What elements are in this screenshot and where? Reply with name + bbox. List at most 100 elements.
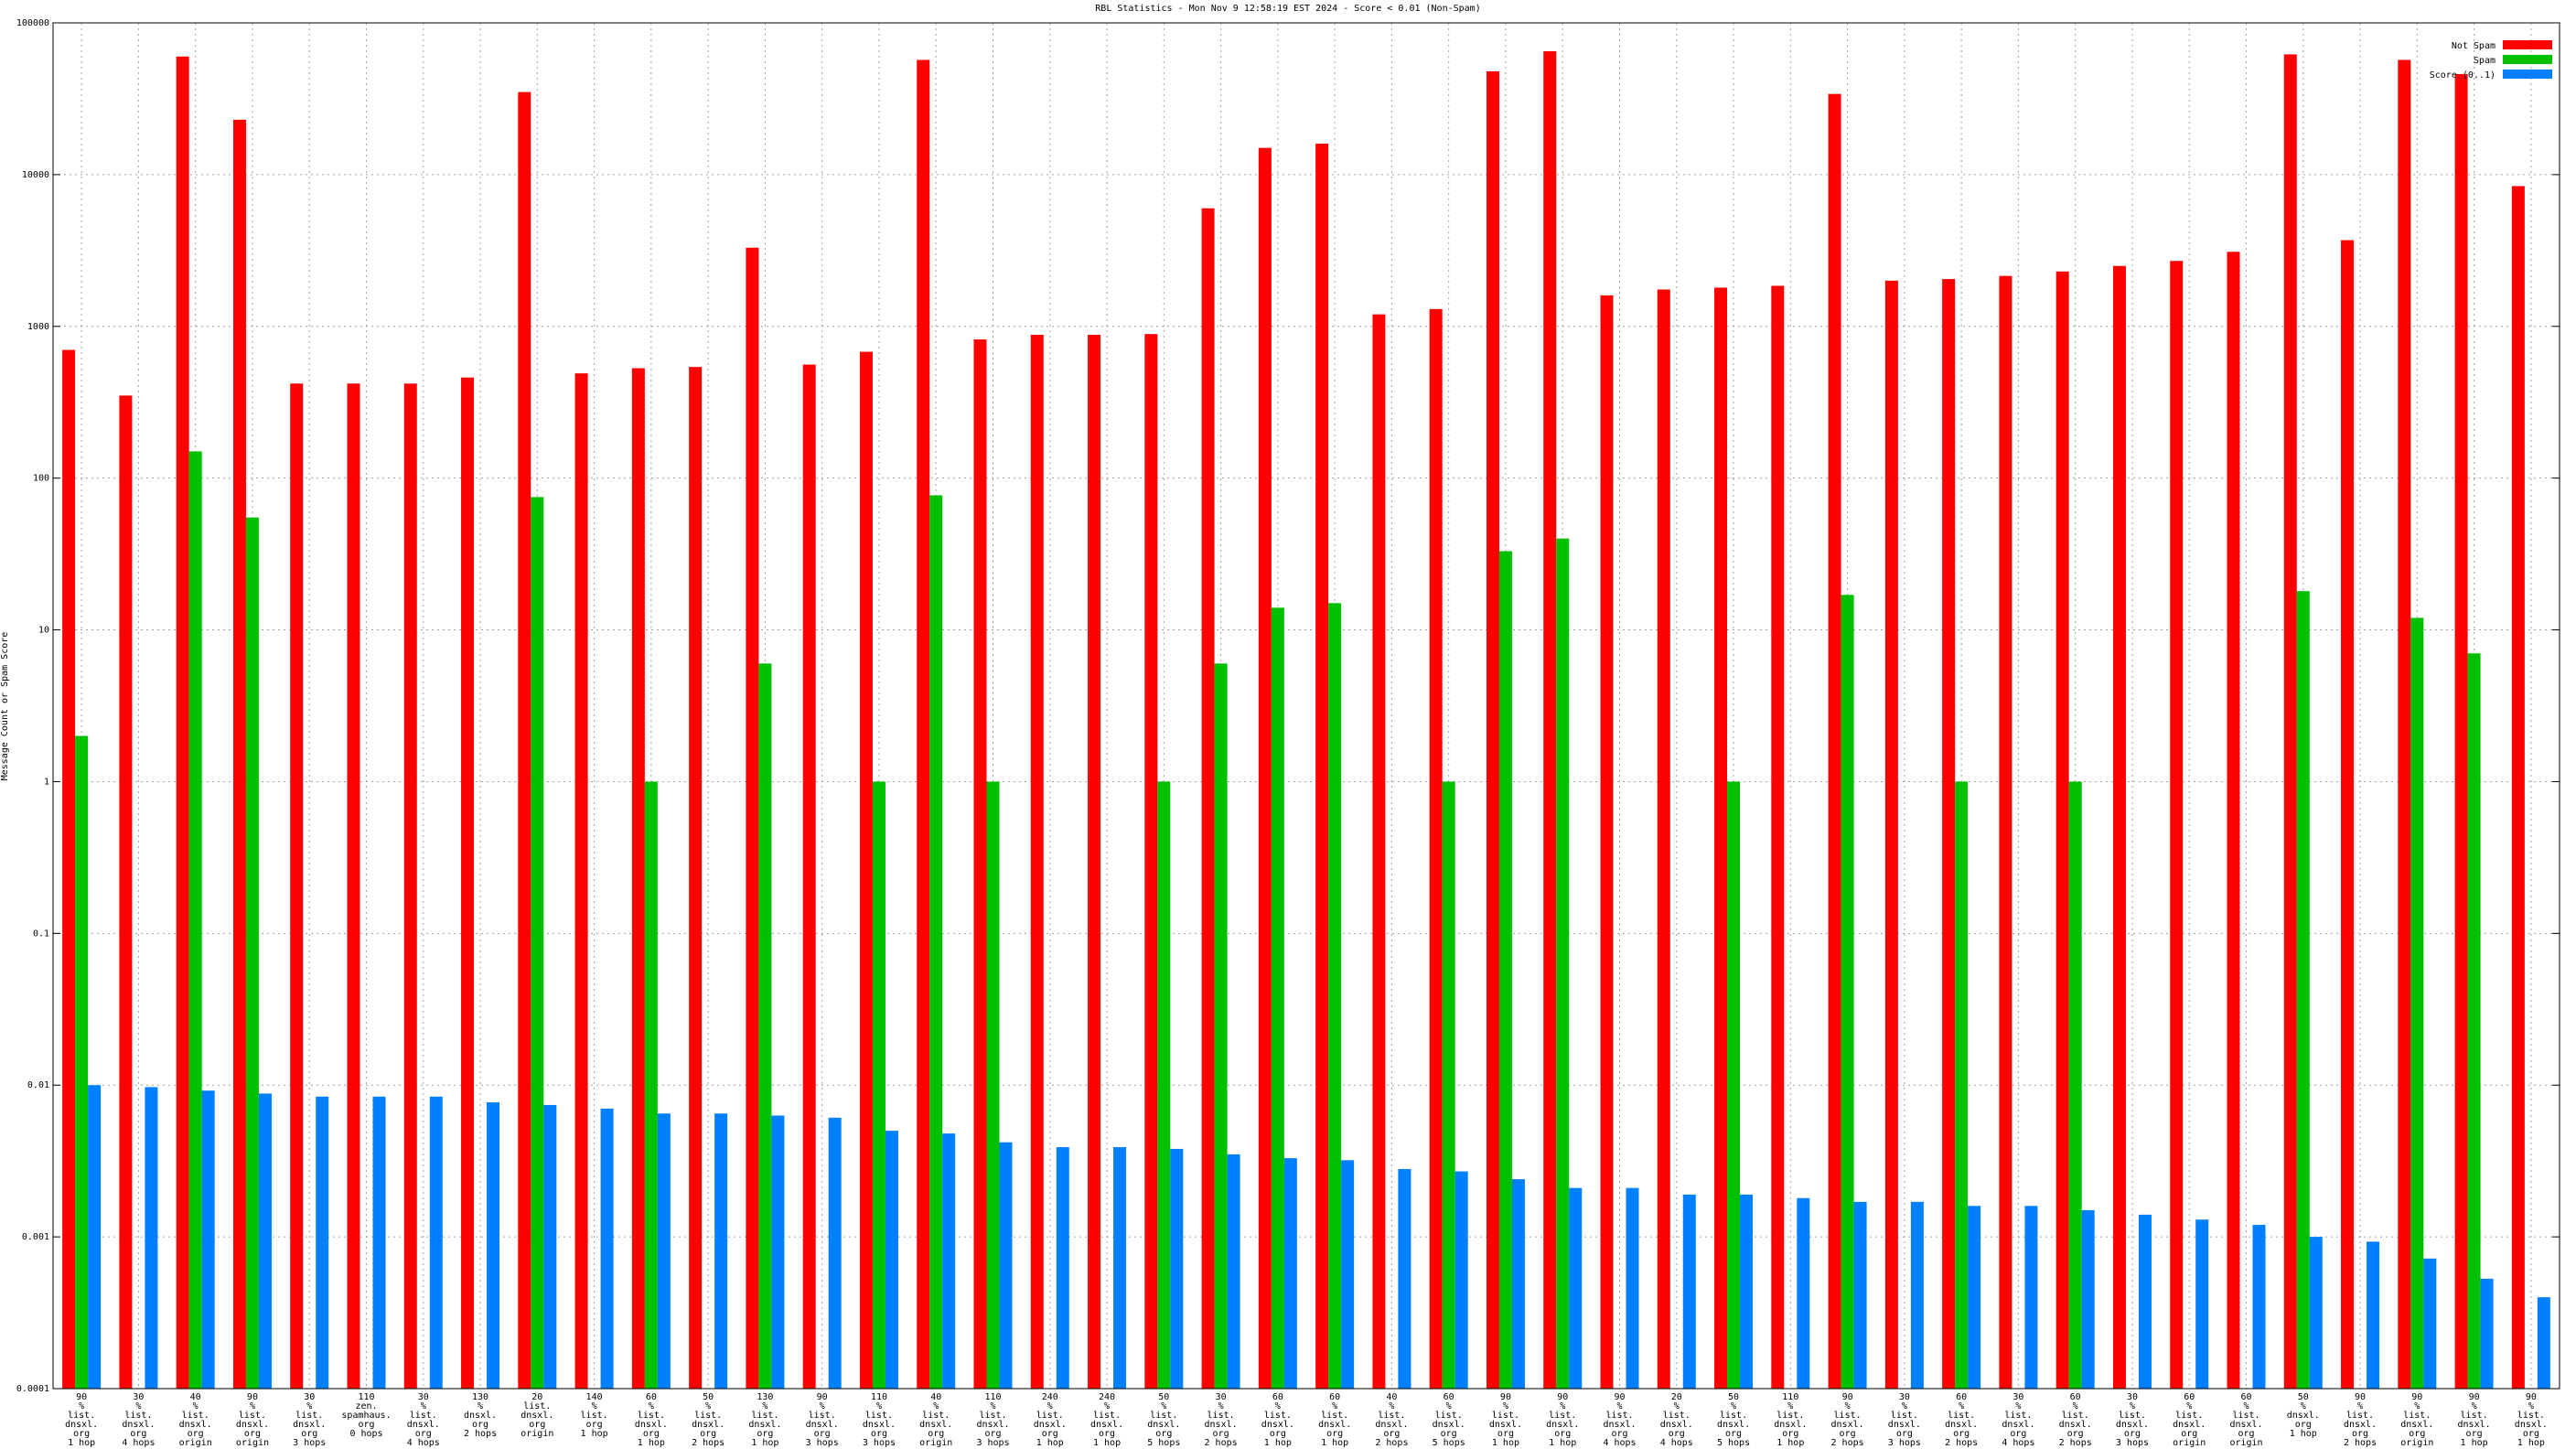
x-tick-label: dnsxl. [2400,1420,2433,1430]
legend-label: Not Spam [2452,41,2496,51]
y-tick-label: 1000 [27,322,49,332]
x-tick-label: dnsxl. [1034,1420,1067,1430]
x-tick-label: list. [1264,1411,1292,1421]
bar [657,1113,671,1389]
x-tick-label: % [1787,1401,1793,1411]
bar [1626,1187,1639,1389]
y-tick-label: 0.001 [22,1232,49,1242]
x-tick-label: list. [865,1411,893,1421]
x-tick-label: 30 [2127,1392,2138,1402]
x-tick-label: 1 hop [2461,1438,2488,1448]
bar [574,373,588,1390]
x-tick-label: list. [2175,1411,2203,1421]
bar [1271,607,1284,1389]
x-tick-label: 4 hops [122,1438,155,1448]
bar [1657,289,1670,1390]
x-tick-label: org [1270,1429,1286,1439]
x-tick-label: dnsxl. [521,1411,553,1421]
x-tick-label: 40 [930,1392,941,1402]
x-tick-label: % [1902,1401,1907,1411]
bar [258,1093,272,1389]
bar [1201,208,1215,1389]
x-tick-label: origin [2229,1438,2262,1448]
y-tick-label: 1 [44,777,49,787]
bar [917,59,930,1389]
x-tick-label: org [984,1429,1001,1439]
x-tick-label: % [876,1401,882,1411]
bar [1740,1194,1754,1389]
x-tick-label: % [1218,1401,1224,1411]
bar [2467,653,2481,1389]
x-tick-label: list. [2062,1411,2089,1421]
x-tick-label: org [1953,1429,1970,1439]
x-tick-label: 1 hop [581,1429,608,1439]
bar [1942,279,1956,1389]
x-tick-label: % [1616,1401,1622,1411]
x-tick-label: org [244,1429,261,1439]
bar [487,1102,500,1389]
x-tick-label: list. [1492,1411,1519,1421]
x-tick-label: dnsxl. [293,1420,326,1430]
x-tick-label: % [250,1401,255,1411]
x-tick-label: org [1099,1429,1115,1439]
bar [973,339,987,1390]
bar [1910,1201,1924,1389]
x-tick-label: % [193,1401,199,1411]
x-tick-label: 20 [1671,1392,1682,1402]
x-tick-label: list. [2403,1411,2431,1421]
x-tick-label: % [421,1401,426,1411]
x-tick-label: % [1560,1401,1565,1411]
y-tick-label: 0.1 [33,928,49,939]
x-tick-label: list. [2517,1411,2545,1421]
x-tick-label: zen. [355,1401,377,1411]
x-tick-label: 50 [703,1392,714,1402]
bar [714,1113,728,1389]
x-tick-label: % [1731,1401,1736,1411]
x-tick-label: list. [1948,1411,1975,1421]
x-tick-label: org [814,1429,831,1439]
x-tick-label: % [2130,1401,2135,1411]
x-tick-label: % [1275,1401,1281,1411]
x-tick-label: list. [523,1401,551,1411]
x-tick-label: 110 [871,1392,887,1402]
bar [2341,240,2355,1390]
x-tick-label: % [2073,1401,2078,1411]
x-tick-label: spamhaus. [341,1411,391,1421]
bar [145,1087,158,1389]
bar [531,497,544,1389]
bar [644,781,658,1389]
x-tick-label: dnsxl. [1546,1420,1579,1430]
y-axis-label: Message Count or Spam Score [0,632,10,781]
x-tick-label: list. [809,1411,836,1421]
x-tick-label: list. [1036,1411,1064,1421]
x-tick-label: % [1047,1401,1053,1411]
x-tick-label: 1 hop [1036,1438,1064,1448]
plot-frame [52,22,2560,1390]
x-tick-label: 130 [757,1392,773,1402]
x-tick-label: dnsxl. [2229,1420,2262,1430]
x-tick-label: 1 hop [1549,1438,1576,1448]
x-tick-label: origin [179,1438,212,1448]
x-tick-label: org [2295,1420,2312,1430]
bar [429,1096,443,1389]
x-tick-label: 240 [1099,1392,1115,1402]
x-tick-label: list. [1776,1411,1804,1421]
y-tick-label: 100 [33,474,49,484]
bar [316,1096,329,1389]
x-tick-label: 3 hops [976,1438,1009,1448]
x-tick-label: 3 hops [863,1438,896,1448]
x-tick-label: 1 hop [638,1438,665,1448]
bar [828,1117,842,1389]
x-tick-label: dnsxl. [1318,1420,1351,1430]
bar [1486,70,1499,1389]
x-tick-label: dnsxl. [1831,1420,1864,1430]
bar [1556,538,1570,1389]
bar [1968,1206,1981,1389]
x-tick-label: org [73,1429,90,1439]
x-tick-label: 1 hop [1321,1438,1348,1448]
x-tick-label: 5 hops [1717,1438,1750,1448]
x-tick-label: list. [239,1411,266,1421]
bar [1771,285,1785,1389]
x-tick-label: org [700,1429,716,1439]
